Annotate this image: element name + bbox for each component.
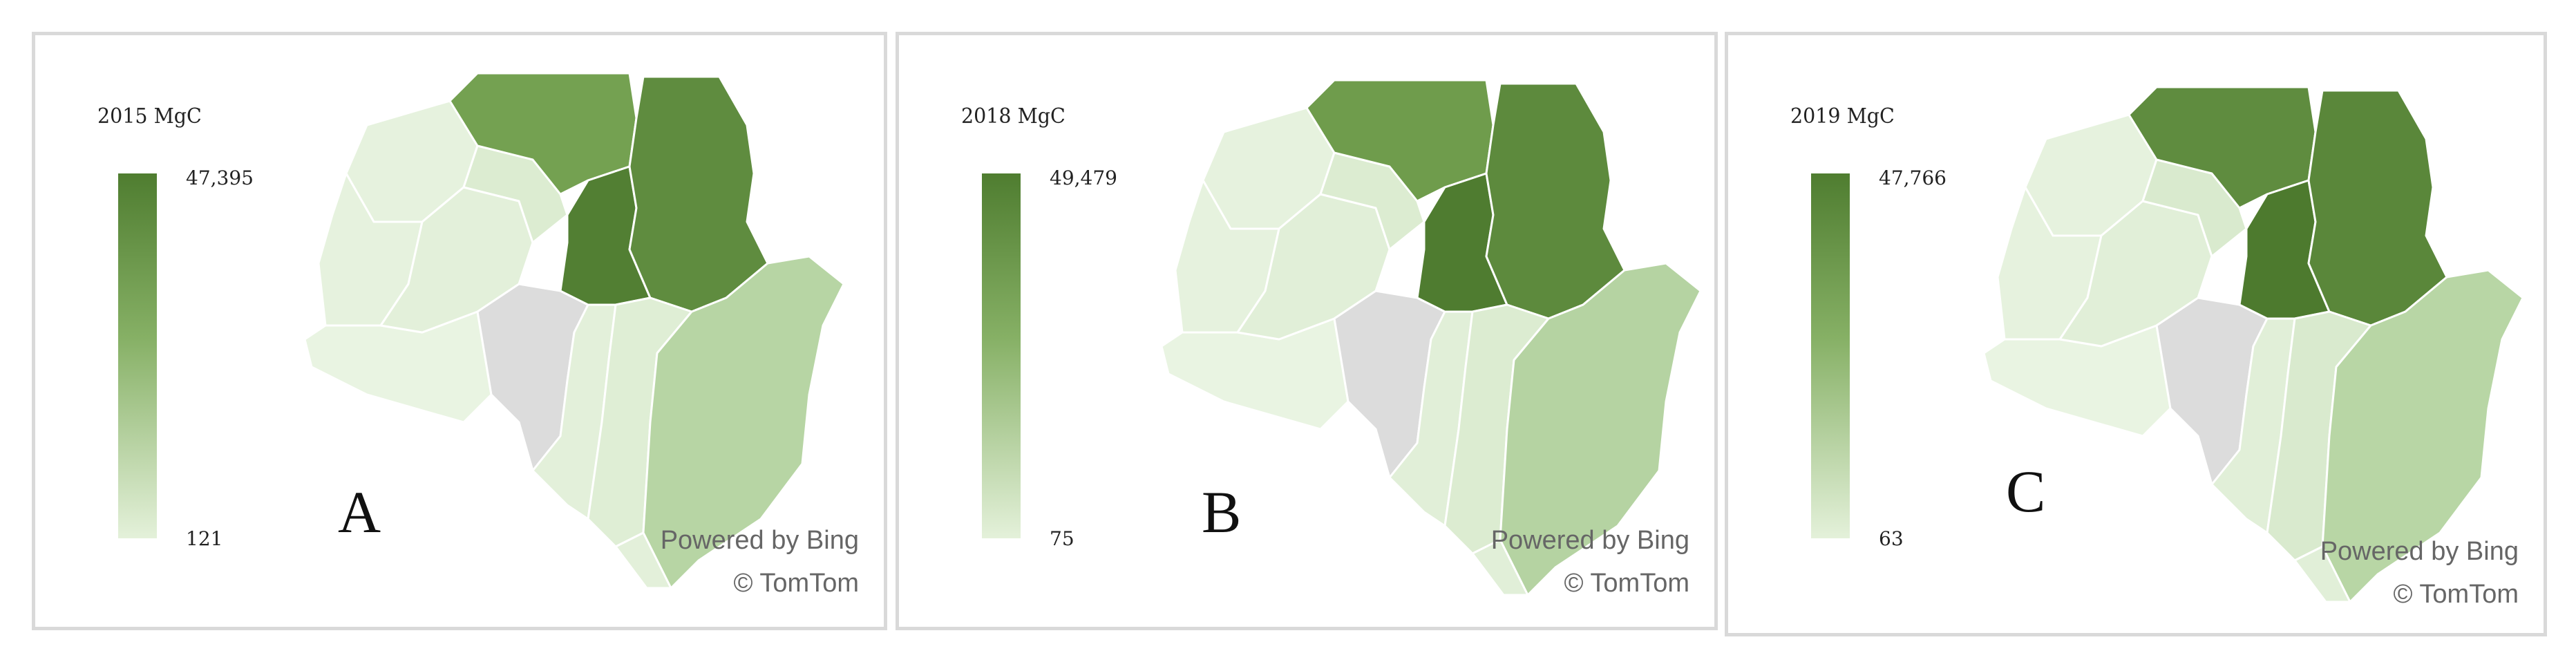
map-panel-b: 2018 MgC 49,479 75 B Powered by Bing © T… bbox=[896, 32, 1718, 630]
region-south-east bbox=[1499, 262, 1702, 596]
legend-max-value: 47,766 bbox=[1879, 167, 1947, 189]
attribution-tomtom: © TomTom bbox=[1564, 569, 1689, 598]
legend-title: 2018 MgC bbox=[961, 104, 1066, 129]
legend-color-scale bbox=[982, 173, 1021, 538]
region-south-tip bbox=[2293, 545, 2351, 603]
legend-title: 2019 MgC bbox=[1790, 104, 1895, 129]
choropleth-map-c bbox=[1982, 86, 2524, 603]
panel-label: A bbox=[338, 479, 381, 545]
legend-color-scale bbox=[118, 173, 157, 538]
legend-max-value: 47,395 bbox=[186, 167, 254, 189]
map-panel-c: 2019 MgC 47,766 63 C Powered by Bing © T… bbox=[1725, 32, 2547, 636]
region-south-tip bbox=[1471, 538, 1529, 596]
choropleth-map-b bbox=[1160, 79, 1702, 596]
attribution-bing: Powered by Bing bbox=[2320, 537, 2519, 566]
region-north-east bbox=[628, 75, 769, 313]
map-attribution: Powered by Bing © TomTom bbox=[661, 519, 859, 605]
attribution-tomtom: © TomTom bbox=[733, 569, 859, 598]
region-north-east bbox=[2307, 89, 2448, 327]
legend-min-value: 121 bbox=[186, 527, 223, 550]
region-south-east bbox=[2321, 269, 2524, 603]
legend-max-value: 49,479 bbox=[1050, 167, 1117, 189]
attribution-bing: Powered by Bing bbox=[660, 526, 859, 555]
legend-min-value: 63 bbox=[1879, 527, 1904, 550]
legend-min-value: 75 bbox=[1050, 527, 1074, 550]
panel-label: C bbox=[2006, 458, 2046, 524]
region-south-tip bbox=[614, 531, 672, 589]
panel-label: B bbox=[1202, 479, 1242, 545]
region-south-east bbox=[642, 255, 845, 589]
legend-color-scale bbox=[1811, 173, 1850, 538]
map-attribution: Powered by Bing © TomTom bbox=[2320, 530, 2519, 616]
map-panel-a: 2015 MgC 47,395 121 A Powered by Bing © … bbox=[32, 32, 887, 630]
attribution-bing: Powered by Bing bbox=[1490, 526, 1689, 555]
choropleth-map-a bbox=[303, 72, 845, 589]
region-north-east bbox=[1485, 82, 1626, 320]
map-attribution: Powered by Bing © TomTom bbox=[1491, 519, 1689, 605]
attribution-tomtom: © TomTom bbox=[2393, 580, 2519, 609]
legend-title: 2015 MgC bbox=[97, 104, 202, 129]
